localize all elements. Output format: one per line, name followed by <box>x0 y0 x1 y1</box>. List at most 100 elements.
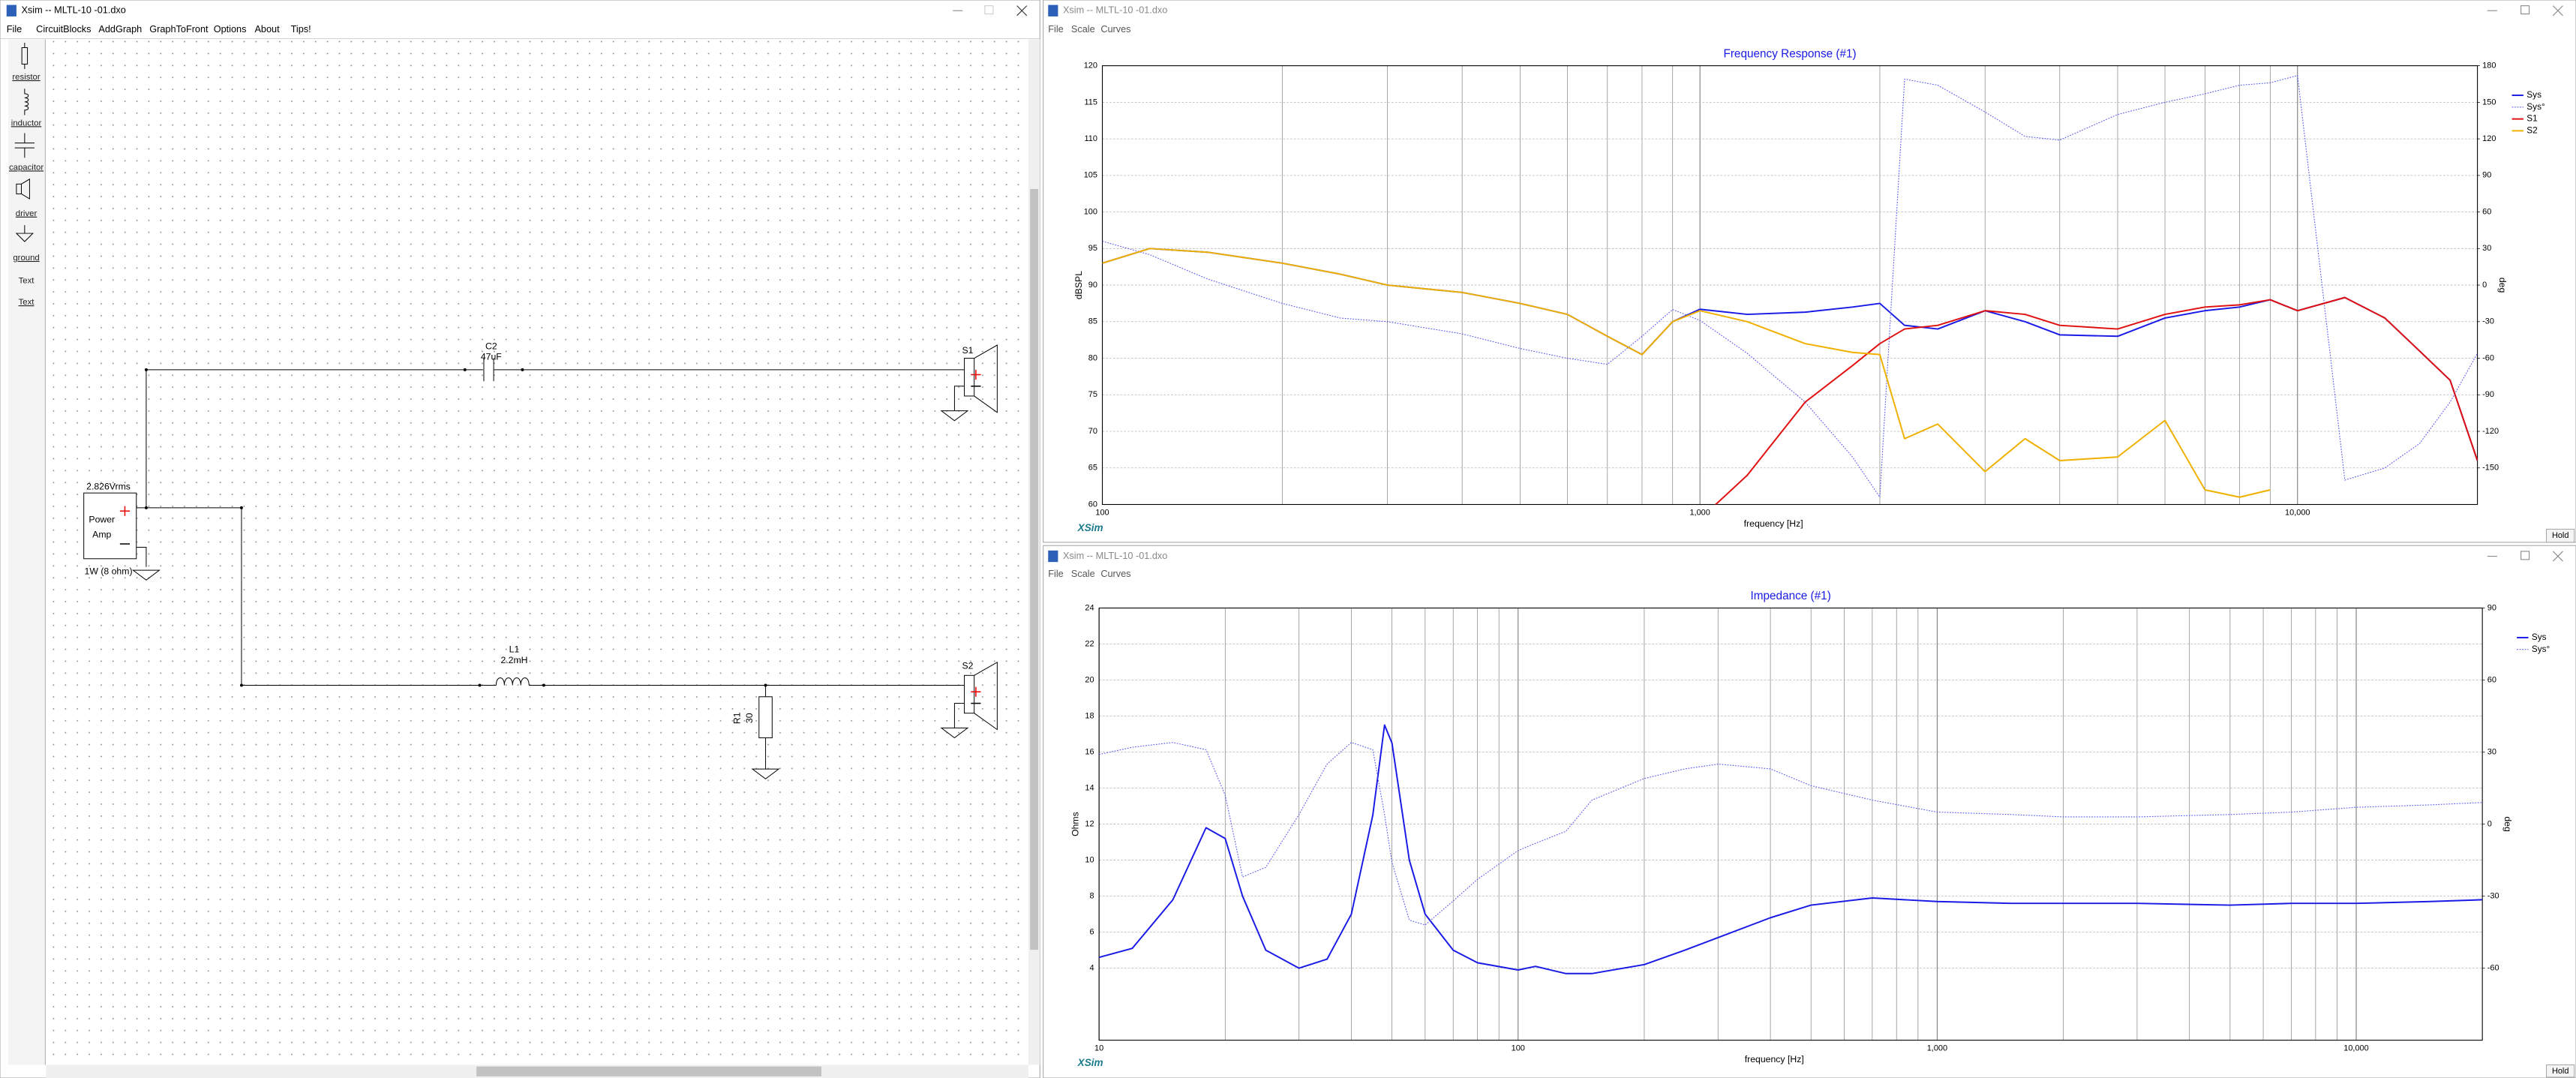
y-tick-label: 14 <box>1085 783 1094 792</box>
toolbar-item[interactable]: inductor <box>11 119 42 128</box>
y-axis-label: dBSPL <box>1073 271 1084 299</box>
y2-tick-label: 60 <box>2482 207 2491 216</box>
menu-bar: File CircuitBlocks AddGraph GraphToFront Opt… <box>7 24 311 35</box>
y-tick-label: 85 <box>1088 317 1097 326</box>
y-tick-label: 60 <box>1088 500 1097 509</box>
y-tick-label: 95 <box>1088 244 1097 253</box>
polarity-marks <box>119 369 981 704</box>
component-name: C2 <box>485 341 497 351</box>
menu-item[interactable]: Scale <box>1071 24 1095 35</box>
x-tick-label: 1,000 <box>1689 508 1710 517</box>
y2-axis-label: deg <box>2502 816 2513 832</box>
window-controls[interactable] <box>2487 551 2563 562</box>
menu-item[interactable]: GraphToFront <box>149 24 209 35</box>
x-axis-label: frequency [Hz] <box>1745 1054 1804 1064</box>
charts: Frequency Response (#1)100 1,000 10,000606… <box>1070 47 2550 1064</box>
hold-button-label[interactable]: Hold <box>2552 531 2568 540</box>
series-line <box>1102 248 2271 498</box>
y-tick-label: 22 <box>1085 639 1094 648</box>
legend-label: Sys <box>2532 632 2547 642</box>
y-tick-label: 24 <box>1085 603 1094 612</box>
y2-tick-label: 30 <box>2482 244 2491 253</box>
component-value: 30 <box>744 713 755 723</box>
chart: Frequency Response (#1) 100 1,000 10,000 60 6… <box>1073 47 2545 529</box>
menu-item[interactable]: Curves <box>1100 24 1130 35</box>
y2-tick-label: 0 <box>2482 281 2487 290</box>
menu-item[interactable]: File <box>7 24 22 35</box>
menu-item[interactable]: Tips! <box>291 24 311 35</box>
logo: XSim <box>1077 522 1103 533</box>
y2-tick-label: -60 <box>2482 353 2494 362</box>
graph-window: Xsim -- MLTL-10 -01.dxo File Scale Curve… <box>1043 0 2576 543</box>
legend-label: Sys° <box>2532 644 2550 654</box>
plot-frame <box>1101 65 2478 506</box>
plot-frame <box>1098 607 2483 1041</box>
legend-label: S2 <box>2526 125 2537 135</box>
y2-tick-label: -90 <box>2482 390 2494 399</box>
y2-tick-label: 30 <box>2487 747 2496 756</box>
y2-tick-label: -30 <box>2487 891 2499 900</box>
hold-button-label[interactable]: Hold <box>2552 1067 2568 1076</box>
component-value: 47uF <box>481 352 502 362</box>
y-tick-label: 100 <box>1084 207 1097 216</box>
y-tick-label: 12 <box>1085 819 1094 828</box>
legend-label: S1 <box>2526 113 2537 124</box>
x-tick-label: 100 <box>1512 1043 1525 1052</box>
graph-window: Xsim -- MLTL-10 -01.dxo File Scale Curve… <box>1043 545 2576 1078</box>
toolbar-item[interactable]: driver <box>16 209 38 218</box>
toolbar-icons <box>14 42 35 242</box>
x-axis-label: frequency [Hz] <box>1744 518 1803 529</box>
scroll-thumb[interactable] <box>1030 188 1039 950</box>
y2-tick-label: 180 <box>2482 62 2496 71</box>
menu-item[interactable]: CircuitBlocks <box>36 24 91 35</box>
scroll-thumb[interactable] <box>476 1066 822 1076</box>
toolbar-item[interactable]: Text <box>19 277 35 286</box>
menu-item[interactable]: Curves <box>1100 569 1130 579</box>
toolbar-item[interactable]: resistor <box>12 73 40 82</box>
y-tick-label: 10 <box>1085 855 1094 864</box>
menu-item[interactable]: About <box>254 24 280 35</box>
toolbar-item[interactable]: capacitor <box>9 163 44 172</box>
y2-tick-label: 90 <box>2487 603 2496 612</box>
y-tick-label: 70 <box>1088 427 1097 436</box>
menu-item[interactable]: Options <box>214 24 247 35</box>
chart: Impedance (#1) 10 100 1,000 10,000 4 6 8 10 12 14 1… <box>1070 590 2550 1064</box>
y-tick-label: 16 <box>1085 747 1094 756</box>
y-tick-label: 110 <box>1085 134 1097 143</box>
source-voltage: 2.826Vrms <box>86 482 131 492</box>
toolbar-item[interactable]: ground <box>13 254 39 263</box>
source-label: Power <box>89 515 115 525</box>
y2-tick-label: -150 <box>2482 464 2499 473</box>
menu-item[interactable]: File <box>1048 24 1063 35</box>
y-tick-label: 6 <box>1089 927 1094 936</box>
x-tick-label: 10,000 <box>2343 1043 2368 1052</box>
y2-tick-label: 120 <box>2482 134 2496 143</box>
series-line <box>1714 296 2478 505</box>
component-name: R1 <box>732 712 743 724</box>
y-tick-label: 4 <box>1089 963 1094 972</box>
chart-title: Frequency Response (#1) <box>1723 47 1856 60</box>
y-tick-label: 75 <box>1088 390 1097 399</box>
menu-item[interactable]: AddGraph <box>98 24 142 35</box>
series-line <box>1099 724 2483 974</box>
component-name: S2 <box>962 661 973 671</box>
component-name: L1 <box>509 644 520 655</box>
y2-tick-label: -120 <box>2482 427 2499 436</box>
window-controls[interactable] <box>953 5 1028 17</box>
grounds <box>131 410 969 779</box>
menu-item[interactable]: Scale <box>1071 569 1095 579</box>
hold-button[interactable] <box>2546 1064 2575 1078</box>
series-line <box>1102 75 2478 498</box>
ground-symbol <box>751 768 780 779</box>
hold-button[interactable] <box>2546 528 2575 543</box>
y-axis-label: Ohms <box>1070 812 1081 836</box>
legend-label: Sys° <box>2526 101 2545 112</box>
toolbar-item[interactable]: Text <box>19 298 35 307</box>
menu-item[interactable]: File <box>1048 569 1063 579</box>
window-controls[interactable] <box>2487 5 2563 17</box>
y-tick-label: 8 <box>1089 891 1094 900</box>
y-tick-label: 115 <box>1085 98 1097 107</box>
chart-title: Impedance (#1) <box>1750 590 1830 602</box>
window-title: Xsim -- MLTL-10 -01.dxo <box>21 5 125 16</box>
canvas <box>46 39 1028 1065</box>
